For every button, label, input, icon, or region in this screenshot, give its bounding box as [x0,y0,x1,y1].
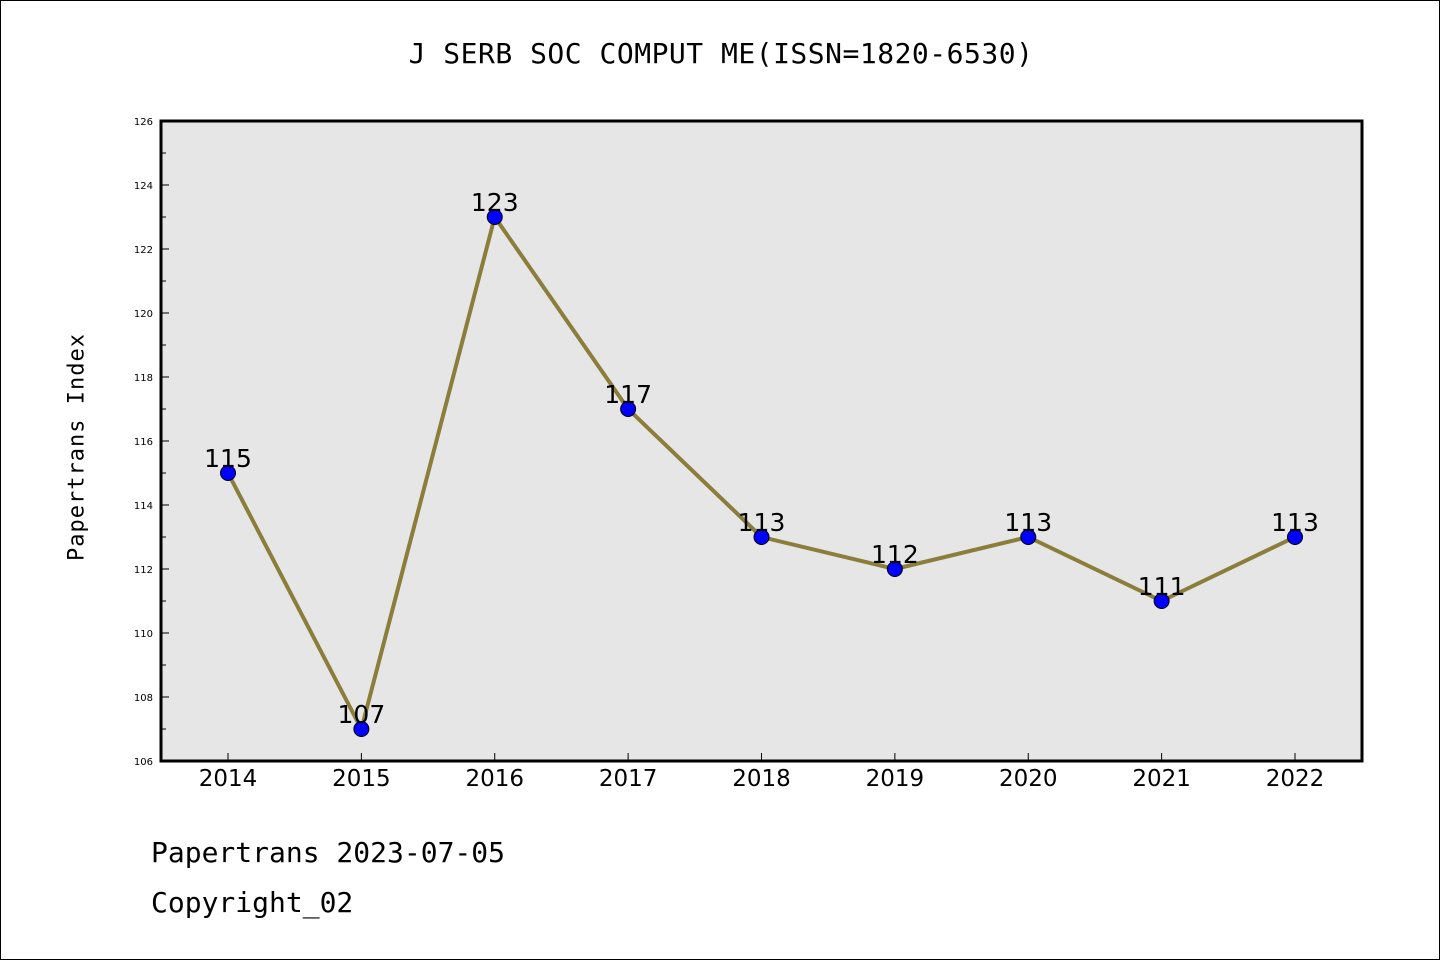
footer-copyright: Copyright_02 [151,886,354,919]
data-point [220,465,236,481]
data-label: 111 [1138,572,1186,601]
data-point [486,209,503,225]
x-tick-label: 2019 [866,766,925,792]
y-tick-label: 126 [134,117,153,128]
y-tick-label: 118 [134,373,153,384]
data-point [753,529,770,545]
y-tick-label: 114 [134,501,153,512]
data-label: 115 [204,444,252,473]
x-tick-label: 2016 [465,766,524,792]
x-tick-label: 2022 [1266,766,1325,792]
data-label: 113 [1004,508,1052,537]
data-point [620,401,637,417]
data-label: 112 [871,540,919,569]
x-tick-label: 2015 [332,766,391,792]
y-tick-label: 116 [134,437,153,448]
data-label: 107 [338,700,386,729]
data-point [1287,529,1303,545]
x-tick-label: 2018 [732,766,791,792]
y-tick-label: 110 [134,629,153,640]
x-tick-label: 2014 [199,766,258,792]
y-tick-label: 112 [134,565,153,576]
data-point [1153,593,1170,609]
y-tick-label: 106 [134,757,153,768]
data-label: 117 [604,380,652,409]
plot-area [159,119,1364,763]
data-label: 123 [471,188,519,217]
data-point [886,561,903,577]
data-label: 113 [738,508,786,537]
y-tick-label: 120 [134,309,153,320]
data-label: 113 [1271,508,1319,537]
footer-date: Papertrans 2023-07-05 [151,836,506,869]
chart-title: J SERB SOC COMPUT ME(ISSN=1820-6530) [408,37,1034,70]
x-tick-label: 2020 [999,766,1058,792]
y-tick-label: 122 [134,245,153,256]
data-point [353,721,370,737]
y-tick-label: 124 [134,181,153,192]
x-tick-label: 2017 [599,766,658,792]
data-point [1020,529,1037,545]
x-tick-label: 2021 [1132,766,1191,792]
y-tick-label: 108 [134,693,153,704]
